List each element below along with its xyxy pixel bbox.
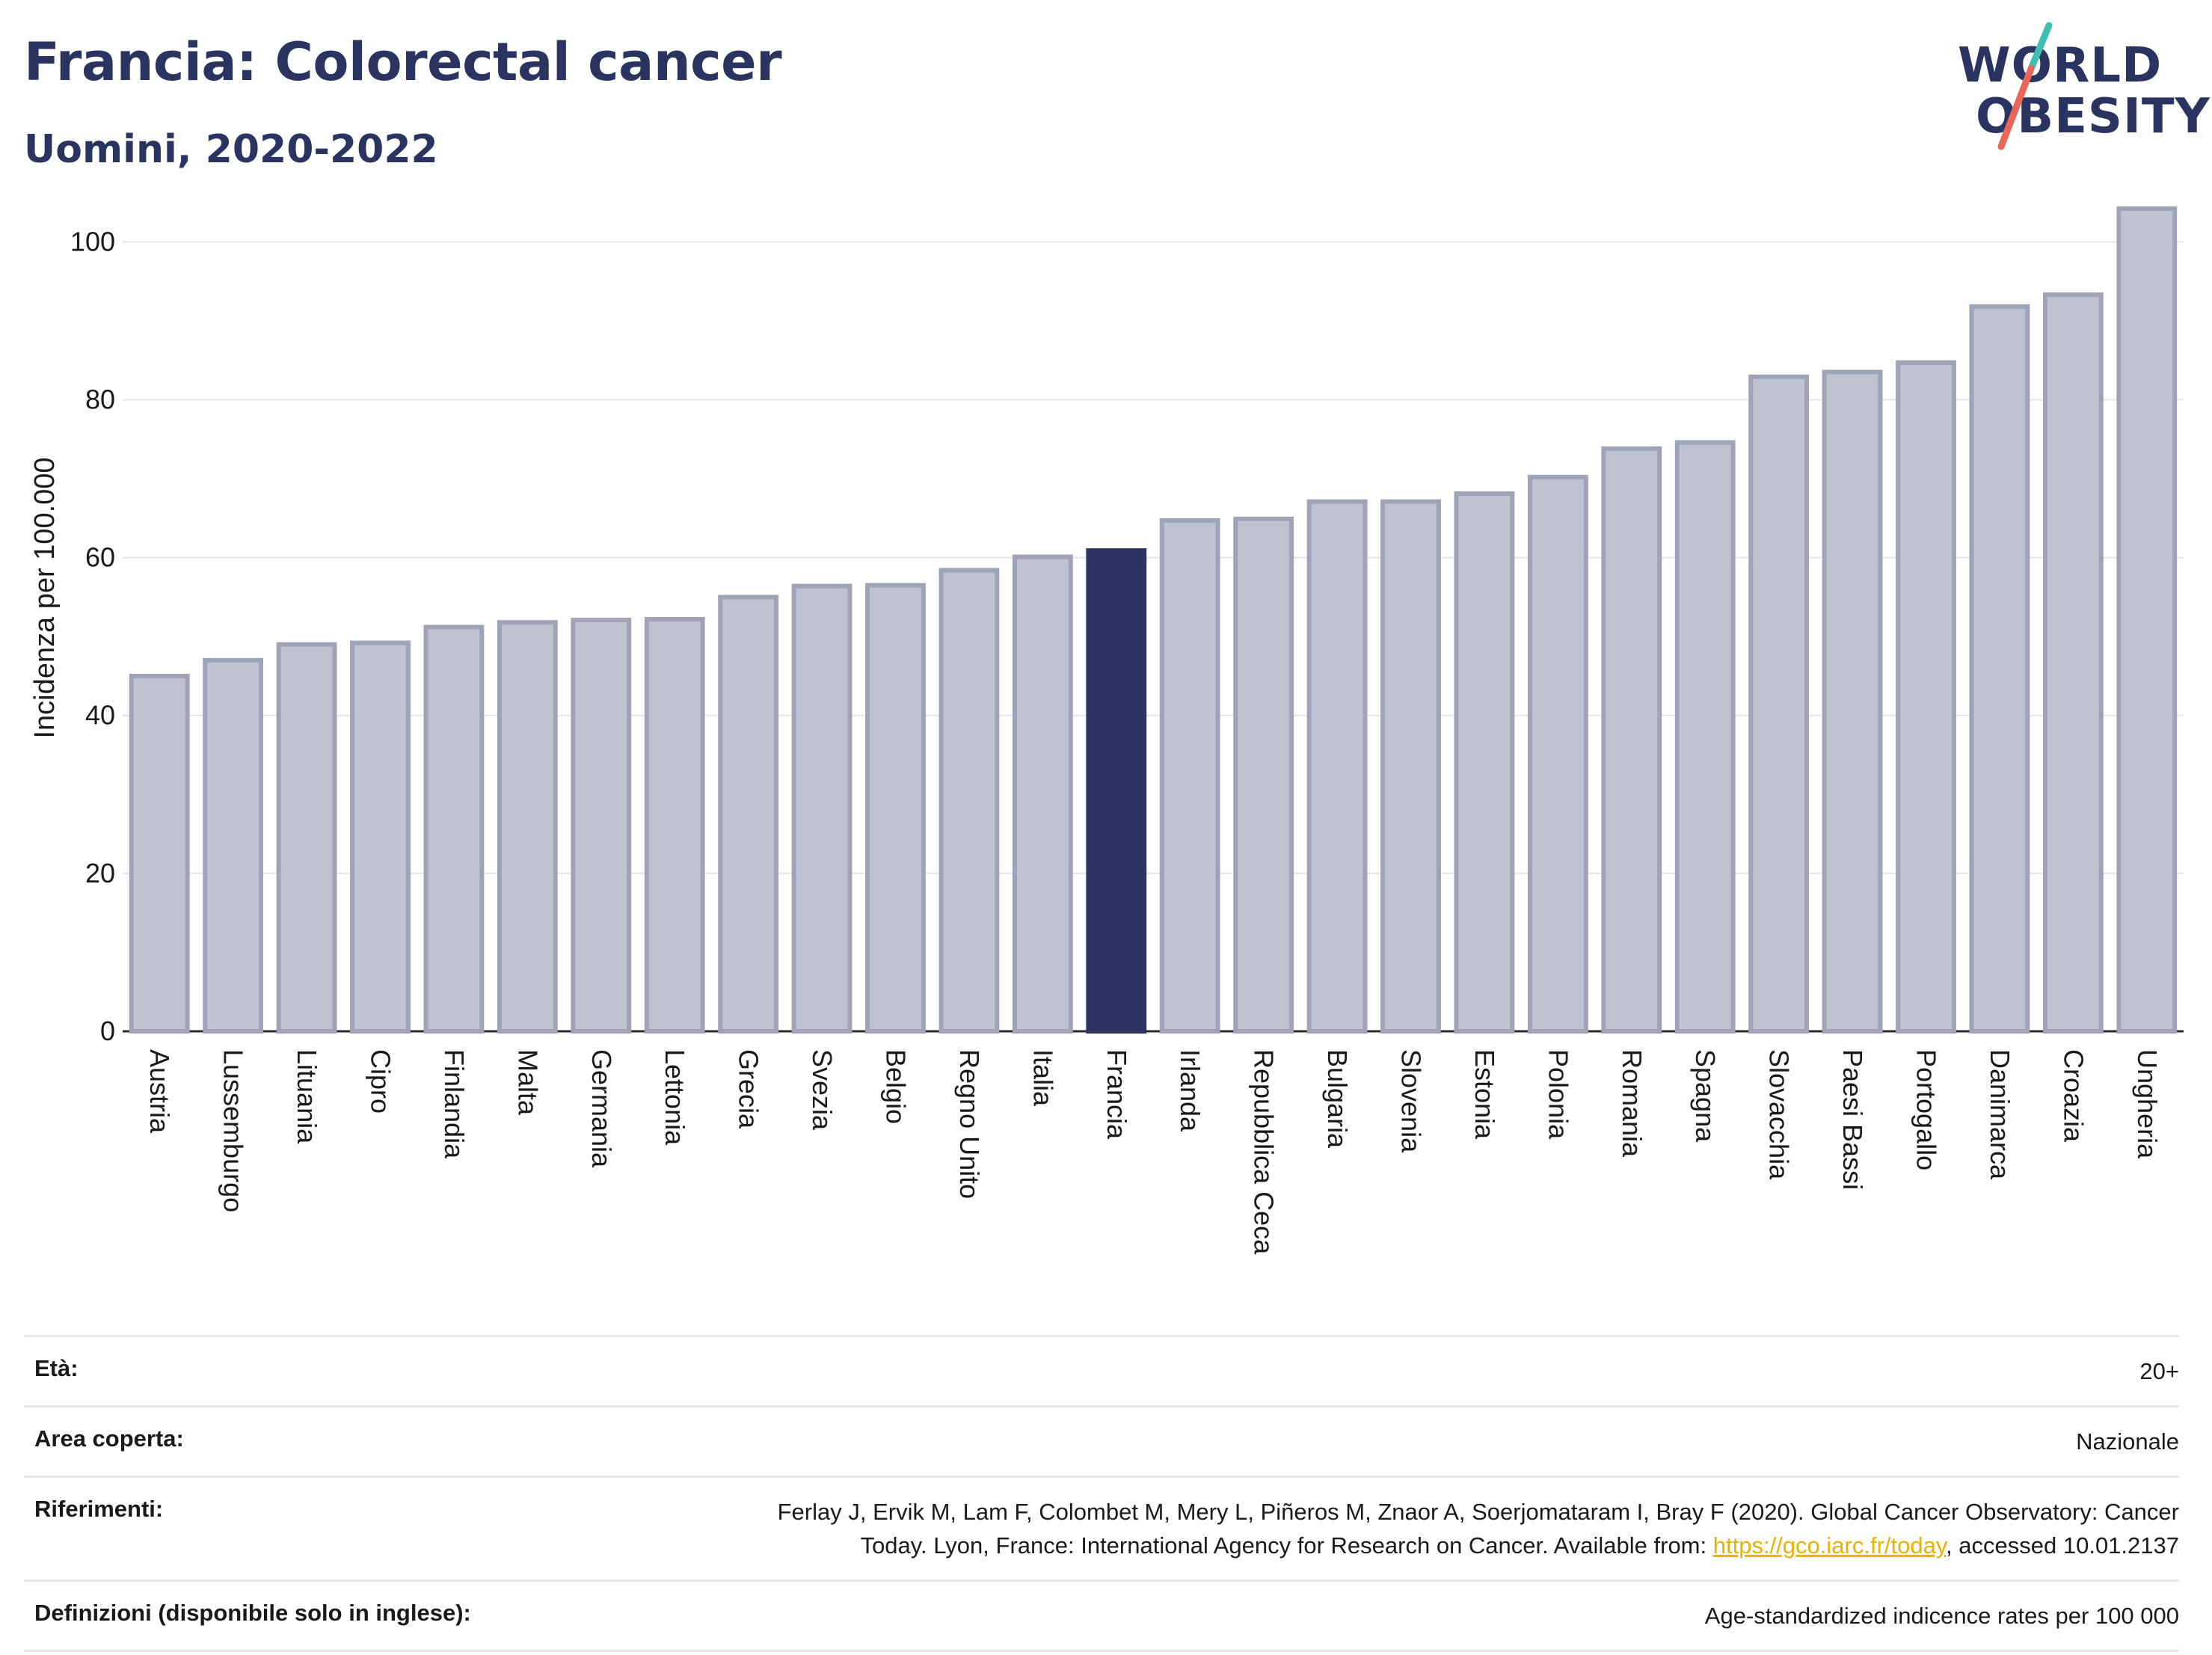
x-tick-label: Portogallo xyxy=(1911,1049,1942,1170)
bar-italia xyxy=(1012,554,1073,1034)
bar-chart: 0 20 40 60 80 100 Austria Lussemburgo Lituania C… xyxy=(29,206,2184,1255)
y-tick-label: 0 xyxy=(100,1016,115,1046)
chart-subtitle: Uomini, 2020-2022 xyxy=(24,127,438,172)
x-tick-label: Croazia xyxy=(2058,1049,2089,1143)
bar-estonia xyxy=(1454,491,1515,1034)
bar-slovenia xyxy=(1380,499,1441,1034)
x-tick-label: Finlandia xyxy=(439,1049,470,1159)
x-tick-label: Paesi Bassi xyxy=(1837,1049,1868,1190)
x-tick-label: Irlanda xyxy=(1175,1049,1205,1132)
bar-paesi-bassi xyxy=(1822,369,1883,1034)
x-tick-label: Bulgaria xyxy=(1322,1049,1353,1149)
bar-belgio xyxy=(865,583,926,1034)
x-tick-label: Malta xyxy=(512,1049,543,1116)
bar-lussemburgo xyxy=(203,657,264,1034)
x-tick-label: Lituania xyxy=(292,1049,322,1144)
x-tick-label: Slovenia xyxy=(1396,1049,1427,1153)
logo-slash-icon xyxy=(1997,22,2053,150)
x-tick-label: Spagna xyxy=(1690,1049,1721,1143)
bar-polonia xyxy=(1527,474,1588,1034)
area-label: Area coperta: xyxy=(34,1425,184,1452)
bar-romania xyxy=(1601,446,1662,1034)
bar-spagna xyxy=(1674,440,1736,1034)
references-line1: Ferlay J, Ervik M, Lam F, Colombet M, Me… xyxy=(777,1498,2179,1525)
bar-finlandia xyxy=(423,624,485,1034)
x-tick-label: Danimarca xyxy=(1985,1049,2015,1180)
references-line2: Today. Lyon, France: International Agenc… xyxy=(860,1532,1713,1559)
x-tick-label: Italia xyxy=(1027,1049,1058,1107)
y-tick-label: 40 xyxy=(85,700,115,731)
x-tick-label: Francia xyxy=(1102,1049,1132,1140)
world-obesity-logo: WORLD OBESITY xyxy=(1952,21,2210,156)
definitions-label: Definizioni (disponibile solo in inglese… xyxy=(34,1599,471,1626)
x-tick-label: Estonia xyxy=(1469,1049,1500,1140)
y-tick-labels: 0 20 40 60 80 100 xyxy=(70,226,115,1046)
x-tick-label: Grecia xyxy=(734,1049,764,1129)
bar-danimarca xyxy=(1969,304,2030,1034)
references-value: Ferlay J, Ervik M, Lam F, Colombet M, Me… xyxy=(778,1496,2179,1563)
bar-cipro xyxy=(350,640,411,1034)
x-tick-label: Regno Unito xyxy=(954,1049,985,1199)
bar-svezia xyxy=(791,583,852,1034)
x-tick-label: Polonia xyxy=(1543,1049,1573,1140)
x-tick-label: Germania xyxy=(586,1049,617,1168)
bar-malta xyxy=(497,620,558,1034)
x-tick-label: Slovacchia xyxy=(1764,1049,1795,1180)
x-tick-label: Cipro xyxy=(366,1049,396,1114)
info-table: Età: 20+ Area coperta: Nazionale Riferim… xyxy=(24,1335,2179,1652)
logo-line1: WORLD xyxy=(1958,38,2163,93)
info-row-references: Riferimenti: Ferlay J, Ervik M, Lam F, C… xyxy=(24,1475,2179,1579)
info-row-age: Età: 20+ xyxy=(24,1335,2179,1405)
bar-germania xyxy=(571,618,632,1034)
chart-title: Francia: Colorectal cancer xyxy=(24,31,782,93)
bars xyxy=(129,206,2178,1034)
x-tick-label: Svezia xyxy=(807,1049,838,1131)
age-label: Età: xyxy=(34,1355,79,1381)
references-label: Riferimenti: xyxy=(34,1495,164,1522)
x-tick-label: Lettonia xyxy=(660,1049,690,1146)
definitions-value: Age-standardized indicence rates per 100… xyxy=(1704,1602,2179,1629)
x-tick-label: Belgio xyxy=(881,1049,912,1124)
bar-lituania xyxy=(276,642,337,1034)
info-row-definitions: Definizioni (disponibile solo in inglese… xyxy=(24,1579,2179,1652)
y-tick-label: 20 xyxy=(85,858,115,888)
x-tick-labels: Austria Lussemburgo Lituania Cipro Finlandia… xyxy=(144,1049,2163,1255)
x-tick-label: Austria xyxy=(144,1049,175,1134)
y-tick-label: 100 xyxy=(70,226,115,257)
y-tick-label: 80 xyxy=(85,384,115,414)
age-value: 20+ xyxy=(2139,1358,2179,1384)
bar-grecia xyxy=(718,595,779,1034)
x-tick-label: Romania xyxy=(1617,1049,1647,1158)
info-row-area: Area coperta: Nazionale xyxy=(24,1404,2179,1476)
bar-francia xyxy=(1086,548,1147,1034)
area-value: Nazionale xyxy=(2076,1428,2179,1455)
x-tick-label: Repubblica Ceca xyxy=(1249,1049,1279,1255)
y-axis-label: Incidenza per 100.000 xyxy=(29,457,61,738)
y-tick-label: 60 xyxy=(85,542,115,573)
bar-lettonia xyxy=(644,616,705,1034)
references-link[interactable]: https://gco.iarc.fr/today xyxy=(1712,1532,1947,1559)
x-tick-label: Ungheria xyxy=(2132,1049,2163,1159)
bar-irlanda xyxy=(1159,518,1220,1034)
bar-regno-unito xyxy=(938,568,1000,1034)
bar-ungheria xyxy=(2116,206,2178,1034)
bar-bulgaria xyxy=(1306,499,1368,1034)
bar-croazia xyxy=(2042,292,2104,1034)
bar-repubblica-ceca xyxy=(1233,516,1294,1034)
bar-austria xyxy=(129,673,190,1034)
bar-slovacchia xyxy=(1748,374,1810,1034)
bar-portogallo xyxy=(1896,360,1956,1034)
x-tick-label: Lussemburgo xyxy=(218,1049,249,1212)
references-accessed: , accessed 10.01.2137 xyxy=(1946,1532,2179,1559)
